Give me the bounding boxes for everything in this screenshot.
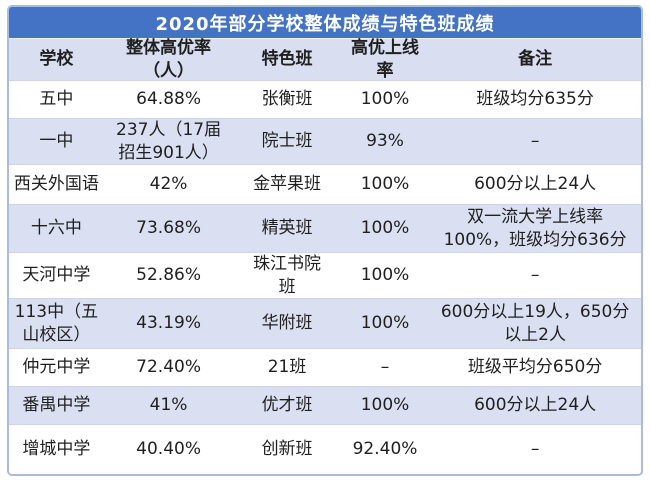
cell-overall-rate: 43.19% — [136, 313, 201, 334]
cell-note: 600分以上19人，650分以上2人 — [440, 302, 630, 345]
cell-special-class: 优才班 — [261, 395, 313, 416]
cell-note: 600分以上24人 — [474, 395, 597, 416]
results-table-card: 2020年部分学校整体成绩与特色班成绩 学校 整体高优率（人） 特色班 高优上线… — [7, 5, 643, 476]
cell-pass-rate: 100% — [360, 395, 410, 416]
cell-special-class: 华附班 — [261, 313, 313, 334]
cell-note: 班级均分635分 — [476, 89, 594, 110]
cell-school: 十六中 — [30, 218, 82, 239]
cell-school: 一中 — [39, 131, 74, 152]
header-note: 备注 — [518, 49, 553, 70]
cell-special-class: 21班 — [267, 357, 307, 378]
table-row: 一中 237人（17届招生901人） 院士班 93% – — [9, 118, 641, 164]
cell-note: – — [530, 439, 540, 460]
cell-note: 班级平均分650分 — [467, 357, 603, 378]
cell-overall-rate: 72.40% — [136, 357, 201, 378]
cell-special-class: 创新班 — [261, 439, 313, 460]
cell-note: 双一流大学上线率100%，班级均分636分 — [443, 207, 627, 250]
table-row: 五中 64.88% 张衡班 100% 班级均分635分 — [9, 80, 641, 118]
header-school: 学校 — [39, 49, 74, 70]
table-body: 五中 64.88% 张衡班 100% 班级均分635分 一中 237人（17届招… — [9, 80, 641, 474]
cell-special-class: 张衡班 — [261, 89, 313, 110]
header-overall-rate: 整体高优率（人） — [126, 38, 212, 81]
cell-school: 天河中学 — [22, 265, 91, 286]
cell-note: – — [530, 131, 540, 152]
cell-pass-rate: 100% — [360, 89, 410, 110]
cell-overall-rate: 52.86% — [136, 265, 201, 286]
table-row: 113中（五山校区） 43.19% 华附班 100% 600分以上19人，650… — [9, 298, 641, 348]
cell-note: 600分以上24人 — [474, 174, 597, 195]
cell-pass-rate: 100% — [360, 218, 410, 239]
cell-overall-rate: 64.88% — [136, 89, 201, 110]
table-row: 番禺中学 41% 优才班 100% 600分以上24人 — [9, 386, 641, 424]
cell-special-class: 院士班 — [261, 131, 313, 152]
header-pass-rate: 高优上线率 — [351, 38, 420, 81]
table-row: 天河中学 52.86% 珠江书院班 100% – — [9, 252, 641, 298]
table-header-row: 学校 整体高优率（人） 特色班 高优上线率 备注 — [9, 38, 641, 81]
cell-pass-rate: – — [380, 357, 390, 378]
table-row: 西关外国语 42% 金苹果班 100% 600分以上24人 — [9, 164, 641, 204]
table-row: 仲元中学 72.40% 21班 – 班级平均分650分 — [9, 348, 641, 386]
table-row: 增城中学 40.40% 创新班 92.40% – — [9, 424, 641, 474]
cell-school: 西关外国语 — [13, 174, 99, 195]
cell-school: 113中（五山校区） — [14, 302, 99, 345]
cell-pass-rate: 100% — [360, 313, 410, 334]
table-row: 十六中 73.68% 精英班 100% 双一流大学上线率100%，班级均分636… — [9, 204, 641, 252]
table-title: 2020年部分学校整体成绩与特色班成绩 — [155, 13, 495, 35]
cell-school: 仲元中学 — [22, 357, 91, 378]
cell-pass-rate: 93% — [366, 131, 404, 152]
cell-note: – — [530, 265, 540, 286]
cell-overall-rate: 40.40% — [136, 439, 201, 460]
cell-pass-rate: 100% — [360, 265, 410, 286]
header-special-class: 特色班 — [261, 49, 313, 70]
cell-special-class: 精英班 — [261, 218, 313, 239]
cell-school: 增城中学 — [22, 439, 91, 460]
cell-school: 五中 — [39, 89, 74, 110]
cell-pass-rate: 92.40% — [352, 439, 418, 460]
cell-special-class: 珠江书院班 — [253, 254, 322, 297]
cell-overall-rate: 42% — [149, 174, 188, 195]
cell-overall-rate: 73.68% — [136, 218, 201, 239]
table-title-bar: 2020年部分学校整体成绩与特色班成绩 — [9, 7, 641, 38]
cell-overall-rate: 41% — [149, 395, 188, 416]
cell-school: 番禺中学 — [22, 395, 91, 416]
cell-special-class: 金苹果班 — [253, 174, 322, 195]
cell-pass-rate: 100% — [360, 174, 410, 195]
cell-overall-rate: 237人（17届招生901人） — [116, 120, 222, 163]
